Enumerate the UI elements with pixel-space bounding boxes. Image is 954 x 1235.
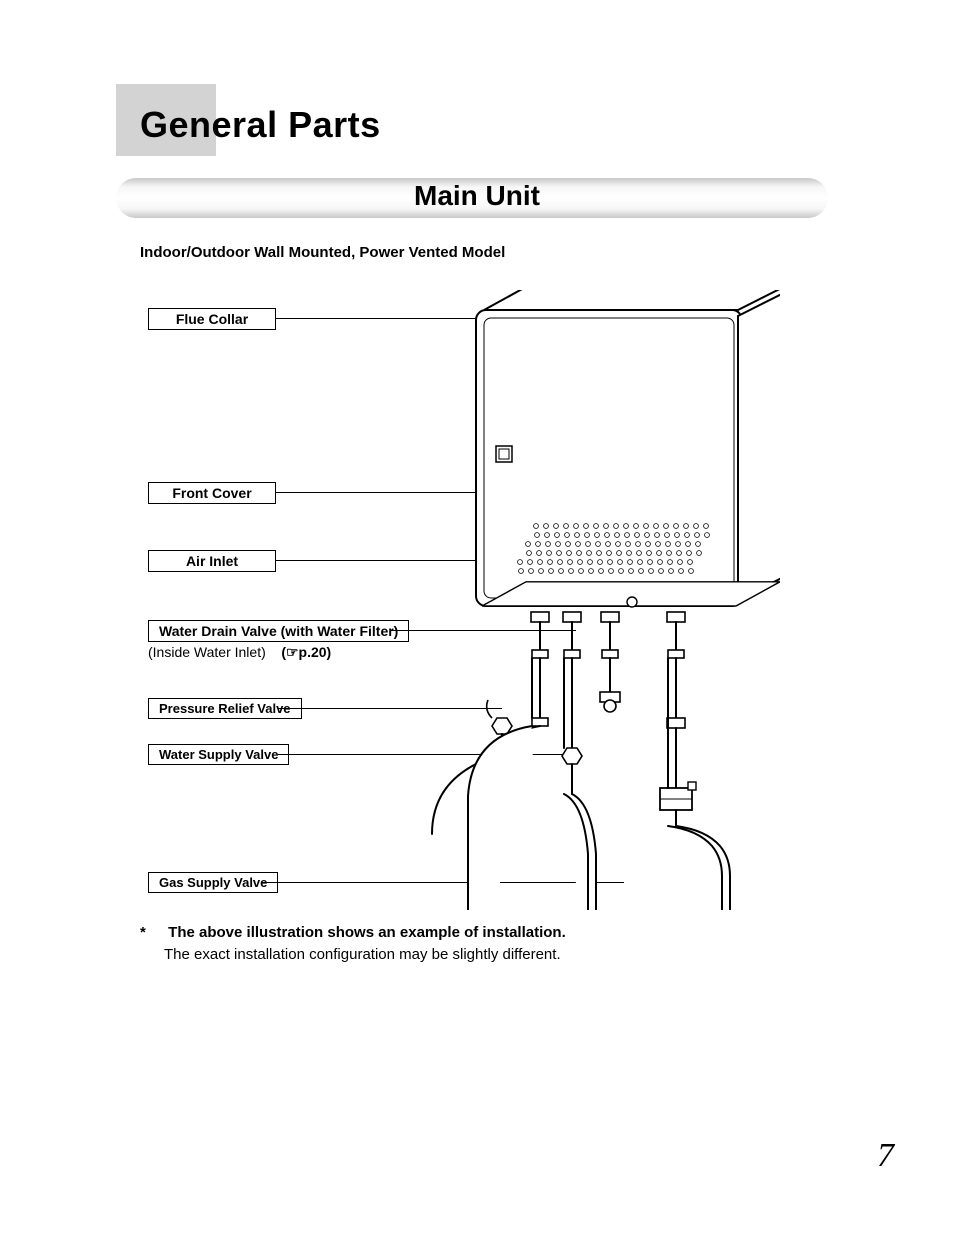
footnote-bold: The above illustration shows an example … (168, 924, 566, 941)
page-title: General Parts (140, 104, 381, 146)
footnote-plain: The exact installation configuration may… (164, 946, 561, 963)
footnote: * The above illustration shows an exampl… (140, 922, 790, 966)
model-description: Indoor/Outdoor Wall Mounted, Power Vente… (140, 244, 505, 261)
footnote-bullet: * (140, 922, 164, 944)
section-title: Main Unit (0, 180, 954, 212)
unit-diagram (140, 290, 780, 910)
page-number: 7 (877, 1137, 894, 1175)
